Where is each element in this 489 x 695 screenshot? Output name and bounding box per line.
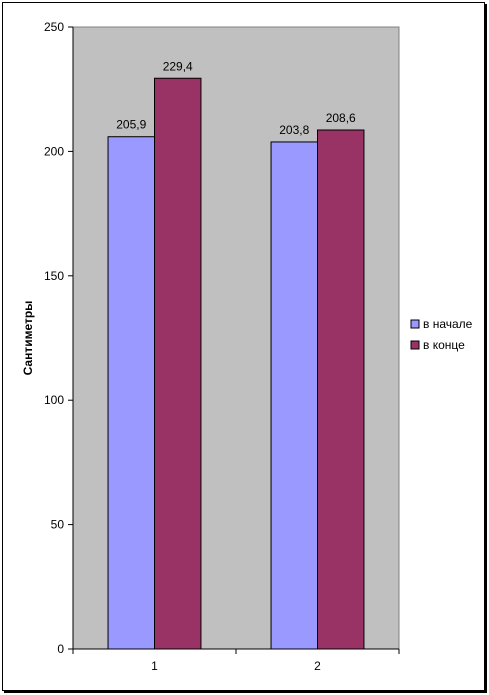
x-tick-label: 2 xyxy=(314,659,321,673)
bar-value-label: 229,4 xyxy=(163,59,193,73)
bar xyxy=(154,77,202,650)
legend: в начале в конце xyxy=(410,317,473,352)
y-axis: 0 50 100 150 200 250 xyxy=(44,20,74,656)
y-tick-label: 0 xyxy=(57,642,64,656)
y-tick-label: 150 xyxy=(44,269,64,283)
bar-value-labels: 205,9 203,8 229,4 208,6 xyxy=(116,59,356,137)
bar-value-label: 205,9 xyxy=(116,118,146,132)
legend-label: в конце xyxy=(423,338,465,352)
y-axis-title: Сантиметры xyxy=(21,301,35,376)
y-tick-label: 100 xyxy=(44,393,64,407)
bar xyxy=(270,141,319,650)
legend-swatch xyxy=(410,319,420,329)
y-tick-label: 200 xyxy=(44,144,64,158)
y-tick-label: 50 xyxy=(51,518,65,532)
bar xyxy=(317,129,365,650)
legend-swatch xyxy=(410,340,420,350)
x-tick-label: 1 xyxy=(151,659,158,673)
bar xyxy=(107,136,155,650)
bars xyxy=(107,77,365,650)
y-tick-label: 250 xyxy=(44,20,64,34)
bar-value-label: 203,8 xyxy=(279,123,309,137)
legend-label: в начале xyxy=(423,317,473,331)
bar-value-label: 208,6 xyxy=(326,111,356,125)
